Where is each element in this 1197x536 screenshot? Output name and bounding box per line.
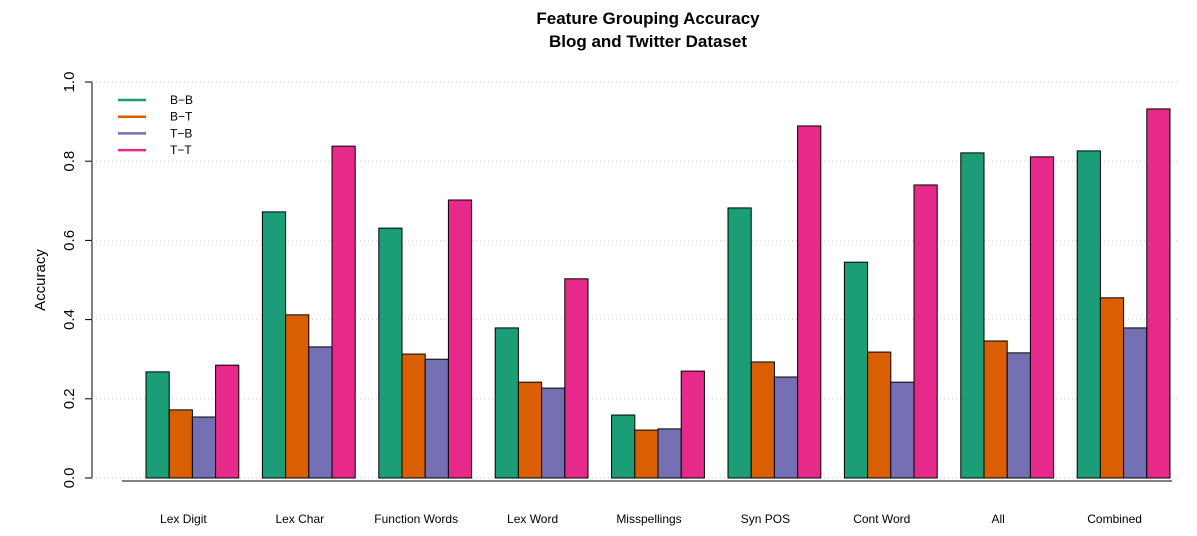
y-tick-label: 0.2 [61, 388, 78, 409]
bar [913, 184, 938, 479]
x-tick-label: All [992, 512, 1005, 526]
y-tick-label: 0.8 [61, 151, 78, 172]
bar [680, 370, 705, 479]
legend-label: B−T [170, 110, 193, 124]
bar [168, 409, 193, 479]
x-tick-label: Misspellings [616, 512, 681, 526]
bar [611, 414, 636, 479]
y-axis-label: Accuracy [32, 249, 49, 311]
bar [843, 261, 869, 479]
bar [634, 429, 659, 479]
bar [750, 361, 775, 479]
bar [960, 152, 985, 479]
y-tick-label: 0.4 [61, 309, 78, 330]
bar [890, 381, 915, 479]
bar [541, 387, 566, 479]
chart-subtitle: Blog and Twitter Dataset [549, 32, 747, 51]
bar [1123, 327, 1148, 479]
bar [331, 145, 356, 479]
bar [261, 211, 287, 479]
bar [285, 314, 310, 479]
legend-label: T−B [170, 126, 192, 140]
y-tick-label: 0.0 [61, 468, 78, 489]
bar [1076, 150, 1101, 479]
bar [517, 381, 543, 479]
bar [867, 351, 892, 479]
y-tick-label: 0.6 [61, 230, 78, 251]
bar [191, 416, 217, 479]
bar [983, 340, 1008, 479]
bar [308, 346, 333, 479]
bar [378, 227, 403, 479]
bar [494, 327, 519, 479]
x-tick-label: Lex Word [507, 512, 558, 526]
bar [424, 358, 449, 479]
legend-label: T−T [170, 143, 192, 157]
y-tick-label: 1.0 [61, 72, 78, 93]
bar [1099, 297, 1125, 479]
bar [797, 125, 822, 479]
bar [564, 278, 589, 479]
bar [145, 371, 170, 479]
bar [401, 353, 426, 479]
bar [1146, 108, 1171, 479]
bar [727, 207, 752, 479]
bar [215, 364, 240, 479]
x-tick-label: Combined [1087, 512, 1142, 526]
bar [773, 376, 799, 479]
x-tick-label: Lex Digit [160, 512, 207, 526]
x-tick-label: Function Words [374, 512, 458, 526]
x-tick-label: Cont Word [853, 512, 910, 526]
legend-label: B−B [170, 93, 193, 107]
bar [447, 199, 473, 479]
bar [657, 428, 682, 479]
chart-title: Feature Grouping Accuracy [536, 9, 760, 28]
x-tick-label: Syn POS [741, 512, 790, 526]
x-tick-label: Lex Char [275, 512, 324, 526]
bar [1029, 156, 1055, 479]
bar [1006, 352, 1031, 479]
